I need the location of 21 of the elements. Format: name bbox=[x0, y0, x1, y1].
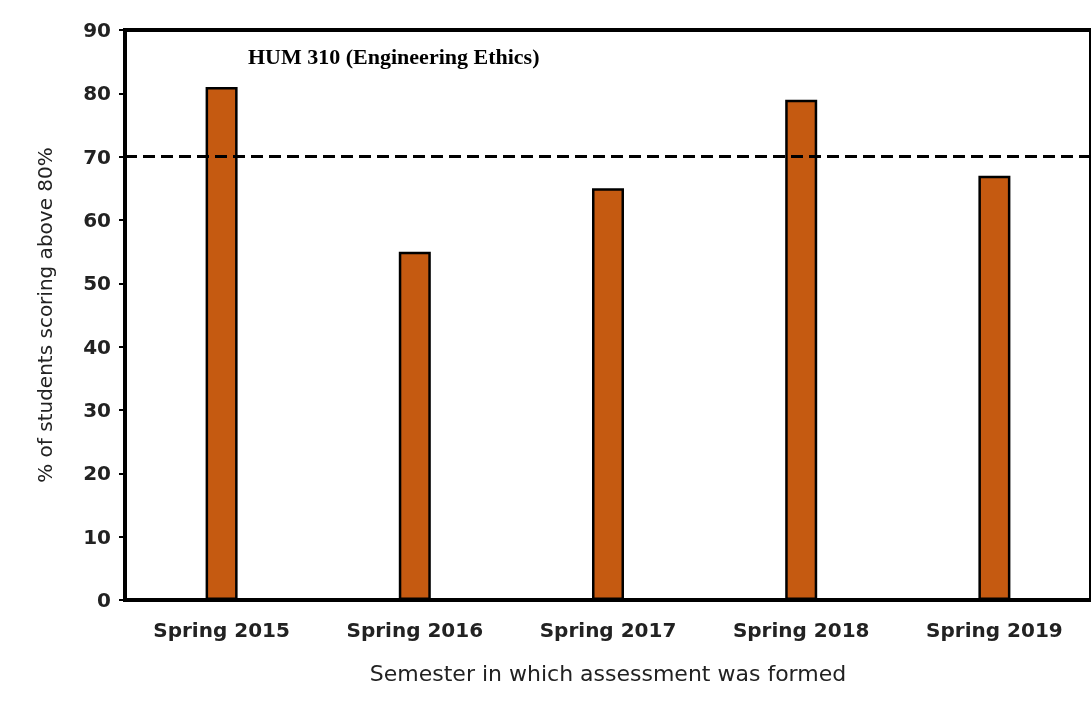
y-tick-label: 70 bbox=[83, 144, 111, 169]
y-tick-label: 30 bbox=[83, 398, 111, 422]
y-tick-label: 40 bbox=[83, 334, 111, 359]
y-tick-label: 50 bbox=[83, 271, 111, 296]
x-tick-label: Spring 2017 bbox=[539, 618, 677, 642]
text: HUM 310 (Engineering Ethics) bbox=[248, 43, 540, 69]
y-tick-label: 60 bbox=[83, 208, 111, 232]
y-tick-label: 10 bbox=[83, 524, 111, 549]
bar bbox=[398, 251, 431, 600]
y-tick-label: 80 bbox=[83, 81, 111, 106]
y-tick-label: 20 bbox=[83, 461, 111, 486]
y-tick-label: 0 bbox=[97, 588, 111, 612]
bar bbox=[592, 188, 624, 600]
y-tick-label: 90 bbox=[83, 18, 111, 42]
x-tick-label: Spring 2019 bbox=[926, 618, 1063, 642]
x-axis-title: Semester in which assessment was formed bbox=[369, 660, 847, 686]
x-tick-label: Spring 2015 bbox=[153, 618, 290, 642]
x-tick-label: Spring 2016 bbox=[346, 618, 484, 642]
y-axis-title: % of students scoring above 80% bbox=[33, 147, 57, 483]
x-tick-label: Spring 2018 bbox=[732, 618, 870, 642]
bar bbox=[978, 175, 1011, 600]
